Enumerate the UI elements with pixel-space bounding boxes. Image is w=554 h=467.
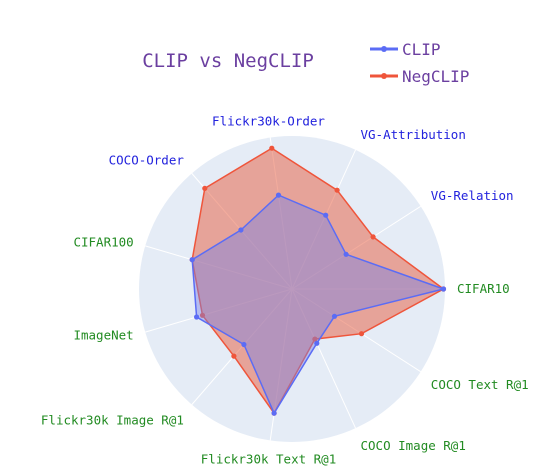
data-point-negclip (312, 336, 318, 342)
series-layer (189, 145, 447, 416)
data-point-negclip (269, 145, 275, 151)
axis-label: Flickr30k Text R@1 (201, 451, 336, 466)
axis-label: COCO Text R@1 (431, 377, 529, 392)
legend-label-clip: CLIP (402, 40, 441, 59)
axis-label: Flickr30k-Order (212, 114, 325, 129)
data-point-clip (343, 251, 349, 257)
data-point-negclip (202, 185, 208, 191)
axis-label: CIFAR10 (457, 281, 510, 296)
data-point-clip (194, 314, 200, 320)
axis-labels: CIFAR10 VG-Relation VG-Attribution Flickr30… (41, 114, 529, 467)
chart-title: CLIP vs NegCLIP (142, 50, 314, 72)
legend-marker-negclip (381, 73, 387, 79)
series-area-negclip (191, 147, 445, 415)
legend-marker-clip (381, 46, 387, 52)
data-point-negclip (370, 234, 376, 240)
data-point-clip (314, 340, 320, 346)
axis-label: ImageNet (73, 328, 133, 343)
data-point-clip (271, 410, 277, 416)
axis-label: Flickr30k Image R@1 (41, 413, 184, 428)
axis-label: COCO-Order (109, 152, 185, 167)
data-point-negclip (199, 312, 206, 318)
data-point-clip (238, 227, 244, 233)
axis-label: CIFAR100 (73, 235, 133, 250)
legend[interactable]: CLIP NegCLIP (370, 40, 469, 86)
legend-item-negclip[interactable]: NegCLIP (370, 67, 469, 86)
radar-plot-area: CIFAR10 VG-Relation VG-Attribution Flickr30… (41, 114, 529, 467)
data-point-clip (323, 212, 329, 218)
axis-label: VG-Attribution (361, 127, 466, 142)
data-point-negclip (334, 187, 340, 193)
data-point-clip (275, 192, 282, 198)
legend-item-clip[interactable]: CLIP (370, 40, 441, 59)
data-point-negclip (358, 331, 365, 337)
axis-label: COCO Image R@1 (361, 438, 466, 453)
data-point-clip (189, 257, 195, 263)
axis-label: VG-Relation (431, 188, 514, 203)
legend-label-negclip: NegCLIP (402, 67, 469, 86)
data-point-clip (440, 286, 447, 292)
data-point-clip (331, 313, 338, 319)
data-point-negclip (231, 353, 237, 359)
series-area-clip (191, 194, 447, 415)
data-point-clip (241, 341, 247, 348)
